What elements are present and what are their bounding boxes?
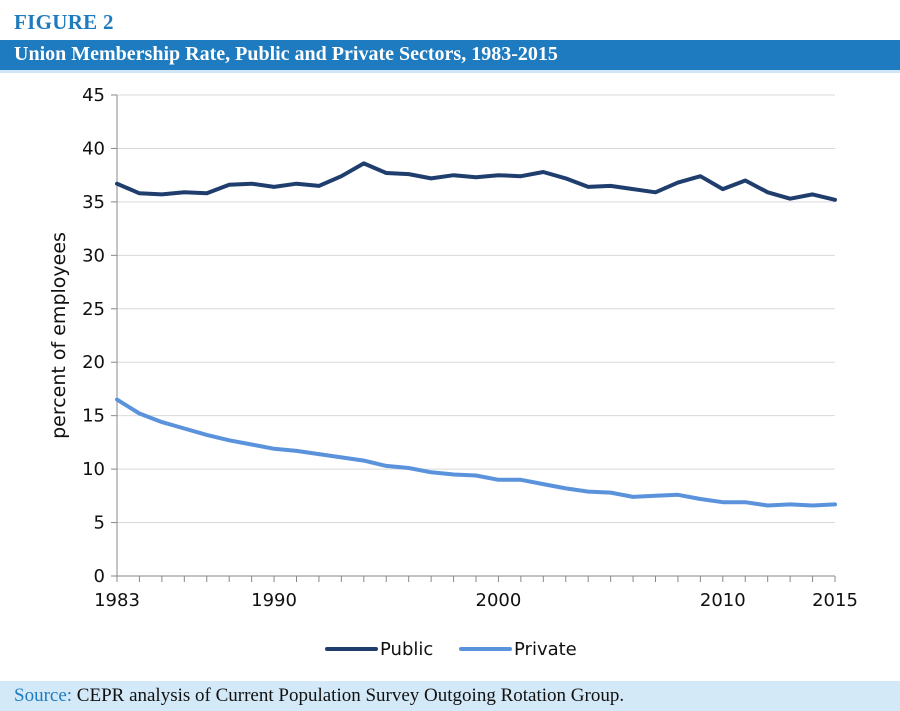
series-line-private: [115, 397, 837, 508]
y-tick-label: 40: [82, 138, 105, 159]
source-bar: Source: CEPR analysis of Current Populat…: [0, 681, 900, 711]
axes: 0 5 10 15 20 25 30 35 40 45 1983 1990 2000 2010 2015: [82, 85, 858, 611]
figure-label: FIGURE 2: [14, 10, 114, 34]
x-tick-label: 1983: [94, 590, 140, 611]
grid: [117, 94, 835, 524]
chart-title: Union Membership Rate, Public and Privat…: [14, 43, 558, 65]
x-tick-label: 1990: [251, 590, 297, 611]
y-tick-label: 15: [82, 406, 105, 427]
y-tick-label: 45: [82, 85, 105, 106]
y-axis-label: percent of employees: [48, 232, 70, 439]
y-tick-label: 0: [94, 566, 105, 587]
source-prefix: Source:: [14, 685, 73, 706]
x-tick-label: 2015: [812, 590, 858, 611]
x-tick-label: 2010: [700, 590, 746, 611]
y-tick-label: 25: [82, 299, 105, 320]
legend-label-public[interactable]: Public: [380, 639, 433, 660]
line-chart: 0 5 10 15 20 25 30 35 40 45 1983 1990 2000 2010 2015 p…: [48, 85, 858, 660]
y-tick-label: 35: [82, 192, 105, 213]
y-tick-label: 30: [82, 245, 105, 266]
source-note: Source: CEPR analysis of Current Populat…: [14, 685, 624, 707]
y-tick-label: 20: [82, 352, 105, 373]
source-text: CEPR analysis of Current Population Surv…: [72, 685, 625, 706]
legend-label-private[interactable]: Private: [514, 639, 577, 660]
series-line-public: [115, 161, 837, 202]
title-bar: Union Membership Rate, Public and Privat…: [0, 40, 900, 73]
x-tick-label: 2000: [476, 590, 522, 611]
legend[interactable]: Public Private: [325, 639, 577, 660]
series-lines: [115, 161, 837, 508]
y-tick-label: 5: [94, 513, 105, 534]
y-tick-label: 10: [82, 459, 105, 480]
